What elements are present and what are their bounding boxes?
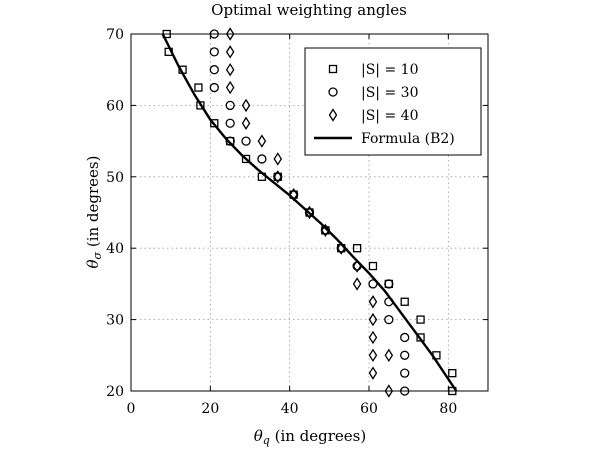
y-tick-label: 30 — [106, 313, 124, 329]
diamond-data-point — [225, 45, 235, 59]
square-data-point — [194, 83, 203, 92]
diamond-data-point — [225, 27, 235, 41]
circle-data-point — [209, 47, 219, 57]
diamond-data-point — [321, 223, 330, 238]
square-data-point — [432, 351, 441, 360]
diamond-data-point — [305, 205, 314, 220]
plot-frame — [130, 33, 489, 392]
square-data-point — [257, 172, 267, 181]
x-axis: 0 20 40 60 80 — [127, 34, 457, 417]
diamond-data-point — [368, 330, 378, 345]
legend-label: Formula (B2) — [361, 131, 455, 147]
diamond-data-point — [336, 241, 346, 255]
circle-data-point — [225, 118, 235, 128]
diamond-data-point — [368, 295, 378, 309]
x-axis-label: θq (in degrees) — [254, 427, 366, 447]
y-axis-label: θσ (in degrees) — [84, 156, 104, 269]
x-tick-label: 40 — [281, 401, 299, 417]
legend-label: |S| = 40 — [361, 108, 418, 124]
circle-data-point — [400, 368, 410, 378]
square-data-point — [448, 368, 457, 378]
y-tick-label: 40 — [106, 241, 124, 257]
diamond-data-point — [225, 62, 235, 77]
circle-data-point — [225, 100, 235, 111]
circle-data-point — [368, 279, 378, 289]
y-tick-label: 20 — [106, 384, 124, 400]
circle-data-point — [241, 136, 251, 146]
formula-layer — [161, 33, 458, 392]
diamond-data-point — [289, 187, 298, 202]
square-data-point — [241, 154, 251, 164]
diamond-data-point — [352, 277, 362, 291]
square-data-point — [416, 333, 425, 342]
formula-curve — [161, 33, 458, 392]
y-tick-label: 60 — [106, 98, 124, 114]
diamond-data-point — [352, 259, 362, 273]
legend-label: |S| = 10 — [361, 62, 418, 78]
legend-square-swatch — [328, 64, 338, 74]
diamond-data-point — [384, 348, 394, 363]
square-data-point — [416, 315, 425, 324]
legend-diamond-swatch — [328, 108, 338, 122]
y-axis: 20 30 40 50 60 70 — [106, 27, 488, 400]
circle-data-point — [225, 136, 235, 146]
x-tick-label: 0 — [127, 401, 136, 417]
circle-data-point — [400, 350, 410, 360]
legend-label: |S| = 30 — [361, 85, 418, 101]
square-data-point — [400, 297, 409, 306]
diamond-data-point — [273, 170, 283, 184]
diamond-data-point — [368, 366, 378, 380]
diamond-data-point — [368, 312, 378, 327]
diamond-data-point — [241, 98, 251, 113]
circle-data-point — [257, 154, 267, 164]
chart-title: Optimal weighting angles — [211, 1, 407, 19]
diamond-data-point — [384, 384, 394, 398]
diamond-data-point — [257, 134, 267, 148]
legend: |S| = 10 |S| = 30 |S| = 40 Formula (B2) — [304, 47, 482, 156]
diamond-data-point — [368, 348, 378, 363]
circle-data-point — [209, 65, 219, 75]
circle-data-point — [384, 314, 394, 325]
x-tick-label: 60 — [360, 401, 378, 417]
square-data-point — [178, 65, 187, 74]
square-data-point — [164, 47, 173, 56]
x-tick-label: 20 — [201, 401, 219, 417]
diamond-data-point — [273, 152, 283, 166]
square-data-point — [210, 119, 219, 128]
circle-data-point — [209, 82, 219, 93]
square-data-point — [368, 261, 378, 271]
circle-data-point — [400, 332, 410, 343]
circle-data-point — [384, 279, 394, 289]
diamond-data-point — [241, 116, 251, 130]
y-tick-label: 50 — [106, 170, 124, 186]
x-tick-label: 80 — [439, 401, 457, 417]
diamond-data-point — [225, 80, 235, 95]
y-tick-label: 70 — [106, 27, 124, 43]
markers-layer — [162, 27, 457, 398]
circle-data-point — [384, 297, 394, 307]
square-data-point — [352, 244, 362, 253]
legend-circle-swatch — [328, 87, 338, 97]
square-data-point — [196, 101, 205, 110]
